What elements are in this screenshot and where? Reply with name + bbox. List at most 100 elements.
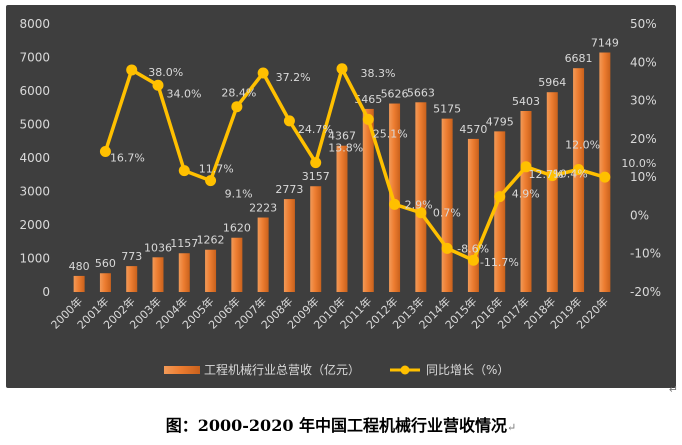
bar-data-label: 2773 <box>275 183 303 196</box>
bar <box>152 257 164 292</box>
growth-point <box>152 79 164 91</box>
line-data-label: 13.8% <box>328 142 363 155</box>
right-tick-label: 40% <box>630 55 657 69</box>
growth-point <box>336 63 348 75</box>
bar <box>310 186 322 292</box>
bar-data-label: 5964 <box>538 76 566 89</box>
right-tick-label: 0% <box>630 208 649 222</box>
line-data-label: 25.1% <box>373 127 408 140</box>
right-tick-label: 30% <box>630 94 657 108</box>
left-tick-label: 5000 <box>19 118 50 132</box>
growth-point <box>520 161 532 173</box>
chart: 0 1000 2000 3000 4000 5000 6000 7000 8000 -20% -1… <box>19 17 661 377</box>
left-tick-label: 3000 <box>19 185 50 199</box>
bar-data-label: 5626 <box>381 88 409 101</box>
bar-data-label: 1036 <box>144 241 172 254</box>
growth-point <box>546 170 558 182</box>
legend-bar-label: 工程机械行业总营收（亿元） <box>204 362 360 377</box>
bar-data-label: 773 <box>121 250 142 263</box>
bar <box>415 102 427 293</box>
bar-data-label: 3157 <box>302 170 330 183</box>
right-tick-label: -10% <box>630 247 661 261</box>
bar-data-label: 4795 <box>486 115 514 128</box>
growth-point <box>283 115 295 127</box>
bar <box>178 253 190 292</box>
growth-line-series <box>99 63 611 266</box>
growth-point <box>231 101 243 113</box>
line-data-label: 37.2% <box>276 71 311 84</box>
line-data-label: 16.7% <box>110 151 145 164</box>
caption-return-mark: ↵ <box>507 421 517 434</box>
bar <box>573 68 585 293</box>
growth-point <box>441 242 453 254</box>
growth-point <box>389 198 401 210</box>
bar-data-label: 1262 <box>197 234 225 247</box>
bar-data-label: 560 <box>95 257 116 270</box>
legend-line-marker <box>400 365 410 375</box>
bar-data-label: 5663 <box>407 86 435 99</box>
bar-data-label: 4367 <box>328 130 356 143</box>
legend: 工程机械行业总营收（亿元） 同比增长（%） <box>164 362 509 377</box>
bar <box>494 131 506 292</box>
growth-point <box>310 157 322 169</box>
bar-data-label: 6681 <box>565 52 593 65</box>
caption-text: 图：2000-2020 年中国工程机械行业营收情况 <box>165 416 508 435</box>
bar-data-label: 5403 <box>512 95 540 108</box>
left-tick-label: 7000 <box>19 51 50 65</box>
bar-data-label: 5175 <box>433 103 461 116</box>
line-data-label: 38.0% <box>148 66 183 79</box>
bar <box>336 145 348 292</box>
bar <box>126 266 138 292</box>
bar <box>73 275 85 292</box>
right-tick-label: 50% <box>630 17 657 31</box>
bar-data-label: 2223 <box>249 202 277 215</box>
bar-data-label: 1620 <box>223 222 251 235</box>
line-data-label: 38.3% <box>361 67 396 80</box>
line-data-label: 10.0% <box>621 157 656 170</box>
line-data-label: 9.1% <box>225 188 253 201</box>
chart-panel: 0 1000 2000 3000 4000 5000 6000 7000 8000 -20% -1… <box>6 5 676 388</box>
bar-data-label: 4570 <box>459 123 487 136</box>
line-data-label: -8.6% <box>457 242 489 255</box>
growth-point <box>99 145 111 157</box>
line-data-label: 11.7% <box>199 163 234 176</box>
growth-point <box>494 191 506 203</box>
left-tick-label: 4000 <box>19 151 50 165</box>
growth-point <box>599 171 611 183</box>
growth-point <box>467 254 479 266</box>
bar <box>99 273 111 292</box>
right-tick-label: 20% <box>630 132 657 146</box>
right-axis: -20% -10% 0% 10% 20% 30% 40% 50% <box>630 17 661 299</box>
bar-data-label: 7149 <box>591 37 619 50</box>
bar <box>362 108 374 292</box>
bar <box>467 138 479 292</box>
line-data-label: 4.9% <box>512 188 540 201</box>
line-data-label: 12.7% <box>529 168 564 181</box>
bar <box>389 103 401 293</box>
bar <box>441 118 453 292</box>
line-data-label: 0.7% <box>433 207 461 220</box>
bar <box>205 249 217 292</box>
left-tick-label: 6000 <box>19 84 50 98</box>
line-data-label: 12.0% <box>565 138 600 151</box>
line-data-label: 24.7% <box>298 123 333 136</box>
x-axis: 2000年2001年2002年2003年2004年2005年2006年2007年… <box>48 294 611 331</box>
line-data-label: 34.0% <box>167 87 202 100</box>
growth-point <box>415 207 427 219</box>
bar <box>283 199 295 292</box>
growth-point <box>205 175 217 187</box>
return-mark: ↵ <box>668 383 678 396</box>
bar <box>257 217 269 292</box>
left-axis: 0 1000 2000 3000 4000 5000 6000 7000 8000 <box>19 17 50 299</box>
right-tick-label: 10% <box>630 170 657 184</box>
growth-point <box>126 64 138 76</box>
line-data-label: -11.7% <box>480 256 519 269</box>
growth-point <box>257 67 269 79</box>
growth-point <box>573 163 585 175</box>
line-data-labels: 16.7% 38.0% 34.0% 11.7% 9.1% 28.4% 37.2% 24.7% 1… <box>110 66 656 269</box>
left-tick-label: 1000 <box>19 252 50 266</box>
left-tick-label: 8000 <box>19 17 50 31</box>
figure-caption: 图：2000-2020 年中国工程机械行业营收情况↵ <box>0 412 682 436</box>
line-data-label: 10.4% <box>553 168 588 181</box>
